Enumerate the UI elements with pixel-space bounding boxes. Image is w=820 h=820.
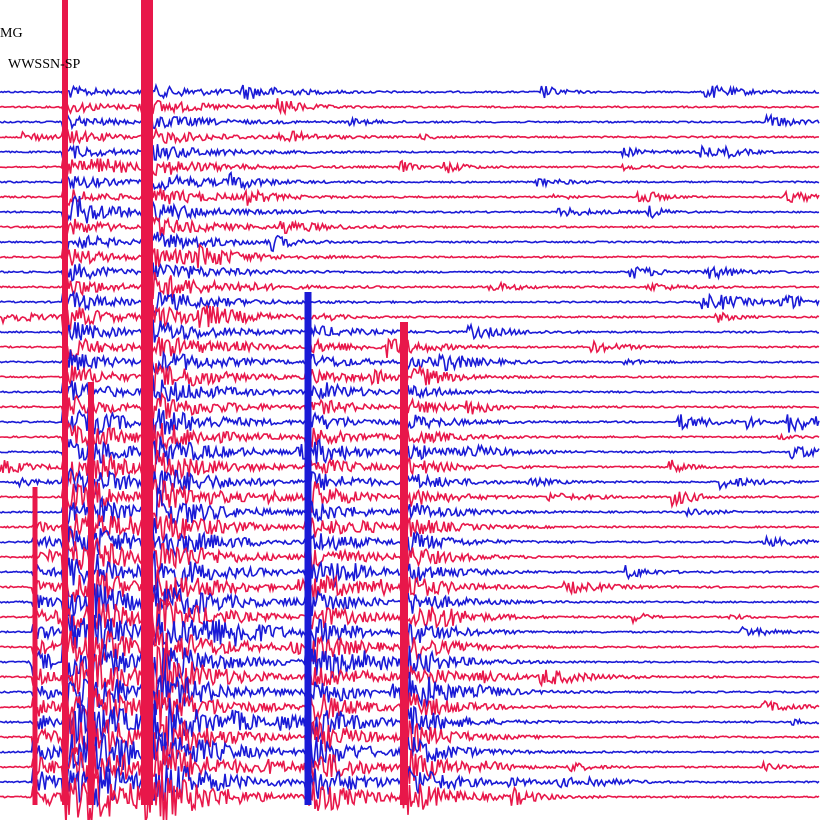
arrival	[141, 0, 153, 805]
trace	[0, 349, 820, 377]
trace	[0, 171, 820, 193]
trace	[0, 550, 820, 594]
trace	[0, 112, 820, 131]
trace	[0, 271, 820, 300]
trace	[0, 195, 820, 224]
trace	[0, 126, 820, 146]
arrival	[304, 292, 312, 805]
trace	[0, 597, 820, 642]
trace	[0, 335, 820, 360]
trace	[0, 707, 820, 768]
trace	[0, 143, 820, 163]
trace	[0, 158, 820, 179]
trace	[0, 290, 820, 317]
trace	[0, 487, 820, 534]
trace	[0, 228, 820, 253]
trace	[0, 636, 820, 686]
trace	[0, 421, 820, 455]
trace	[0, 448, 820, 486]
trace	[0, 391, 820, 424]
arrival	[32, 487, 38, 805]
trace	[0, 319, 820, 343]
trace	[0, 374, 820, 405]
trace	[0, 577, 820, 619]
trace	[0, 242, 820, 269]
trace	[0, 98, 820, 117]
trace	[0, 532, 820, 581]
trace	[0, 406, 820, 440]
trace	[0, 684, 820, 732]
trace	[0, 771, 820, 820]
trace	[0, 665, 820, 720]
trace	[0, 726, 820, 784]
trace	[0, 745, 820, 794]
trace	[0, 611, 820, 654]
trace	[0, 512, 820, 551]
trace	[0, 753, 820, 808]
trace	[0, 361, 820, 392]
trace	[0, 565, 820, 608]
trace	[0, 186, 820, 207]
trace	[0, 478, 820, 514]
network-label: WWSSN-SP	[8, 57, 81, 72]
arrival	[88, 382, 94, 805]
trace	[0, 467, 820, 496]
station-label: MG	[0, 26, 23, 41]
trace	[0, 691, 820, 753]
trace	[0, 215, 820, 239]
arrival	[400, 322, 408, 805]
trace	[0, 260, 820, 284]
arrival	[62, 0, 68, 805]
trace	[0, 82, 820, 100]
trace	[0, 304, 820, 331]
